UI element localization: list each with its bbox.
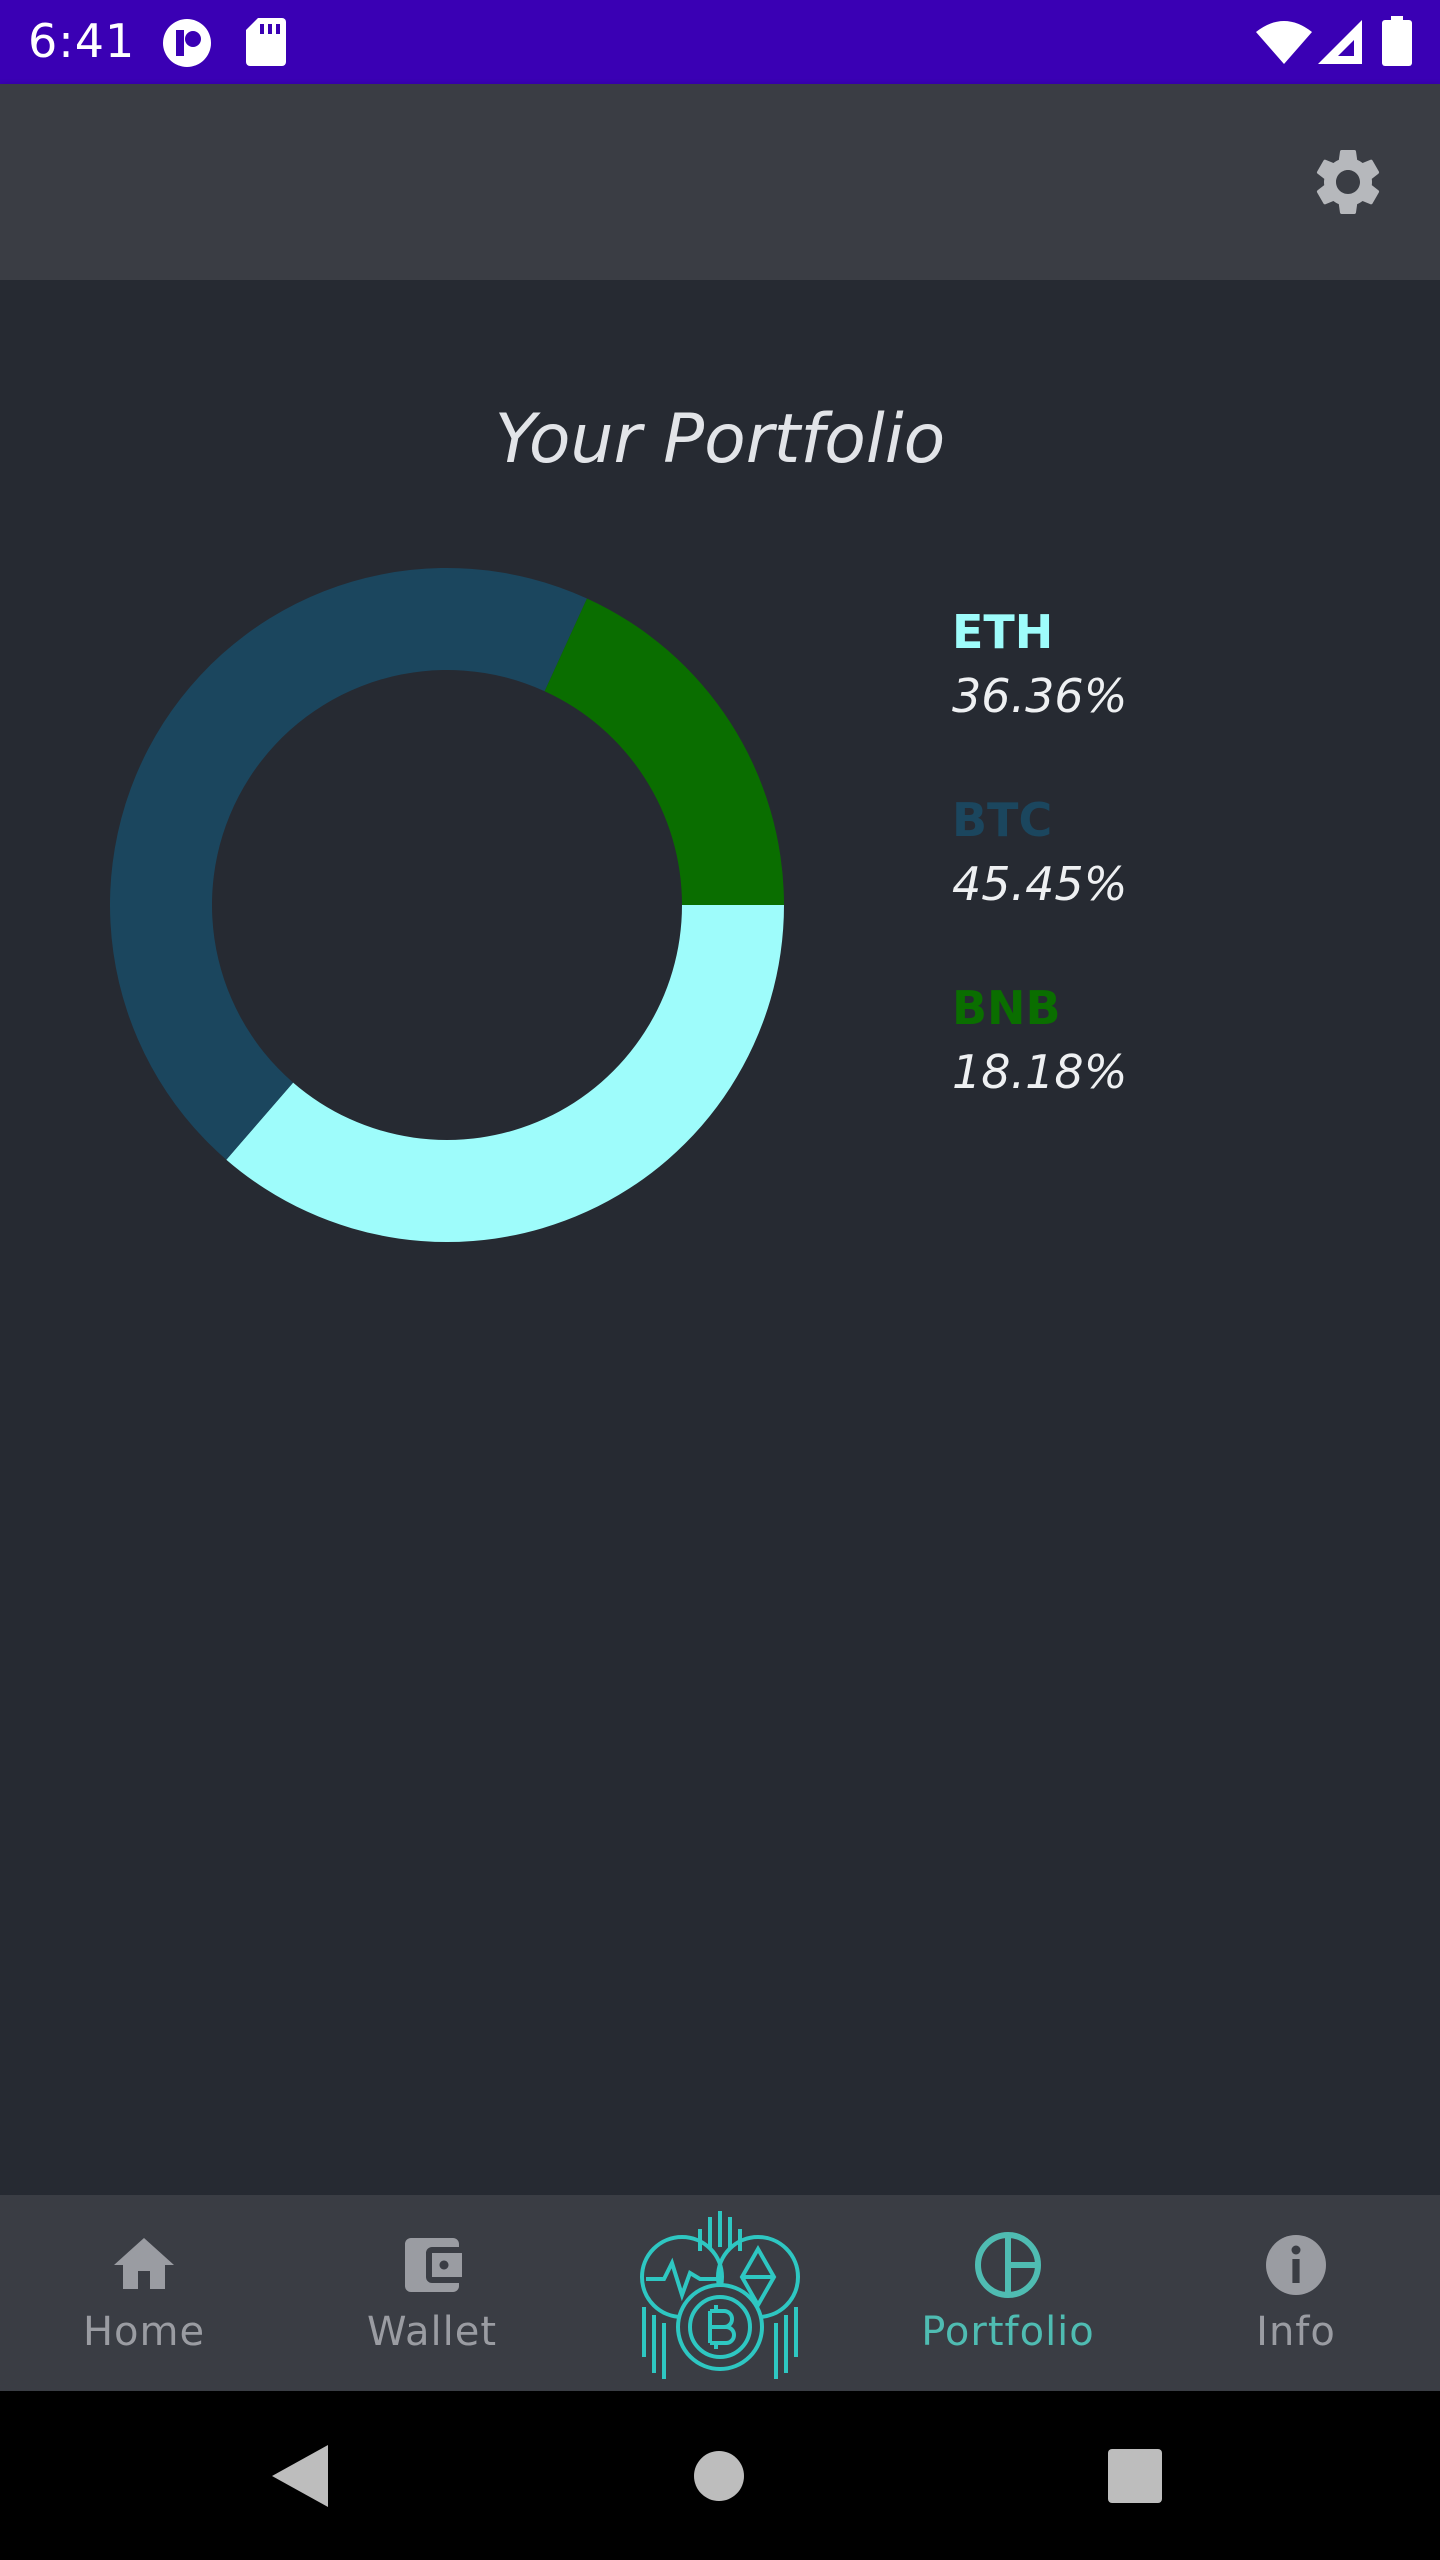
nav-item-info[interactable]: Info [1176, 2195, 1416, 2391]
nav-item-portfolio[interactable]: Portfolio [888, 2195, 1128, 2391]
donut-slice-eth [226, 905, 784, 1242]
legend-percent: 45.45% [952, 857, 1128, 911]
cell-signal-icon [1318, 20, 1362, 64]
app-bar [0, 84, 1440, 280]
app-badge-icon [163, 19, 211, 67]
recents-icon[interactable] [1108, 2449, 1162, 2503]
gear-icon[interactable] [1308, 142, 1388, 222]
legend-item-bnb: BNB 18.18% [952, 976, 1372, 1104]
legend-symbol: BNB [952, 981, 1061, 1035]
status-time: 6:41 [28, 14, 136, 68]
status-bar: 6:41 [0, 0, 1440, 84]
nav-label-info: Info [1256, 2309, 1336, 2355]
battery-icon [1382, 16, 1412, 66]
nav-label-portfolio: Portfolio [921, 2309, 1095, 2355]
pie-chart-icon [975, 2232, 1041, 2298]
legend-percent: 18.18% [952, 1045, 1128, 1099]
wallet-icon [405, 2238, 462, 2292]
nav-label-wallet: Wallet [366, 2309, 498, 2355]
legend-symbol: BTC [952, 793, 1053, 847]
portfolio-donut-chart [110, 568, 784, 1242]
nav-item-home[interactable]: Home [24, 2195, 264, 2391]
page-title: Your Portfolio [494, 400, 946, 479]
nav-label-home: Home [82, 2309, 206, 2355]
sd-card-icon [246, 18, 286, 66]
legend-item-eth: ETH 36.36% [952, 600, 1372, 728]
main-content: Your Portfolio ETH 36.36% BTC 45.45% BNB… [0, 280, 1440, 2195]
system-navigation-bar [0, 2391, 1440, 2560]
legend-item-btc: BTC 45.45% [952, 788, 1372, 916]
info-icon [1266, 2235, 1326, 2295]
home-circle-icon[interactable] [694, 2451, 744, 2501]
wifi-icon [1256, 21, 1312, 64]
nav-item-wallet[interactable]: Wallet [312, 2195, 552, 2391]
legend-symbol: ETH [952, 605, 1054, 659]
crypto-logo-icon[interactable] [630, 2207, 810, 2383]
legend-percent: 36.36% [952, 669, 1128, 723]
chart-legend: ETH 36.36% BTC 45.45% BNB 18.18% [952, 600, 1372, 1164]
back-icon[interactable] [272, 2445, 328, 2507]
bottom-navigation: Home Wallet Portfol [0, 2195, 1440, 2391]
donut-slice-btc [110, 568, 587, 1160]
home-icon [114, 2238, 174, 2289]
donut-slice-bnb [544, 598, 784, 905]
